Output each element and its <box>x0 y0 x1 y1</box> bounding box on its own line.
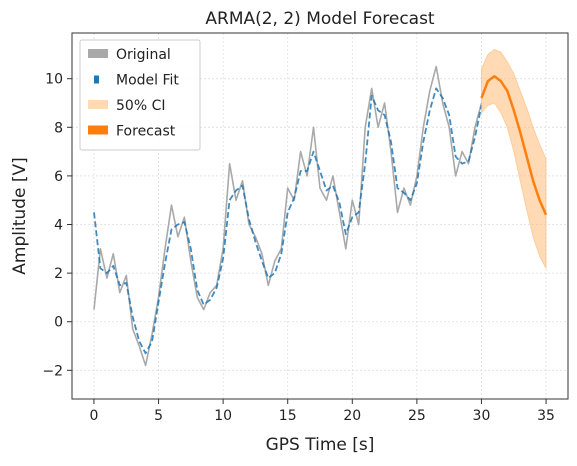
x-tick-label: 35 <box>537 408 555 424</box>
y-axis-label: Amplitude [V] <box>10 157 30 274</box>
legend-swatch <box>88 49 108 58</box>
series-line <box>93 87 483 355</box>
x-tick-label: 0 <box>89 408 98 424</box>
y-tick-label: 6 <box>54 169 63 185</box>
ci-band <box>481 48 547 269</box>
x-tick-label: 25 <box>408 408 426 424</box>
x-tick-label: 20 <box>343 408 361 424</box>
series-line <box>480 75 548 216</box>
x-tick-label: 15 <box>279 408 297 424</box>
legend-label: Original <box>116 47 171 63</box>
legend-label: Model Fit <box>116 73 179 89</box>
x-tick-label: 5 <box>154 408 163 424</box>
y-tick-label: 2 <box>54 266 63 282</box>
legend-label: Forecast <box>116 124 176 140</box>
y-tick-label: 0 <box>54 315 63 331</box>
legend-box <box>79 39 201 151</box>
x-tick-label: 30 <box>473 408 491 424</box>
x-axis-label: GPS Time [s] <box>266 435 375 455</box>
series-line <box>93 65 483 367</box>
legend-swatch <box>88 100 108 109</box>
plot-frame <box>71 32 569 400</box>
chart-title: ARMA(2, 2) Model Forecast <box>205 9 435 29</box>
y-tick-label: 10 <box>45 72 63 88</box>
y-tick-label: 4 <box>54 218 63 234</box>
legend-label: 50% CI <box>116 98 165 114</box>
legend-swatch <box>94 75 99 84</box>
y-tick-label: −2 <box>42 363 63 379</box>
x-tick-label: 10 <box>214 408 232 424</box>
legend-swatch <box>88 125 108 135</box>
legend: Original Model Fit 50% CI Forecast <box>79 39 201 151</box>
y-tick-label: 8 <box>54 120 63 136</box>
